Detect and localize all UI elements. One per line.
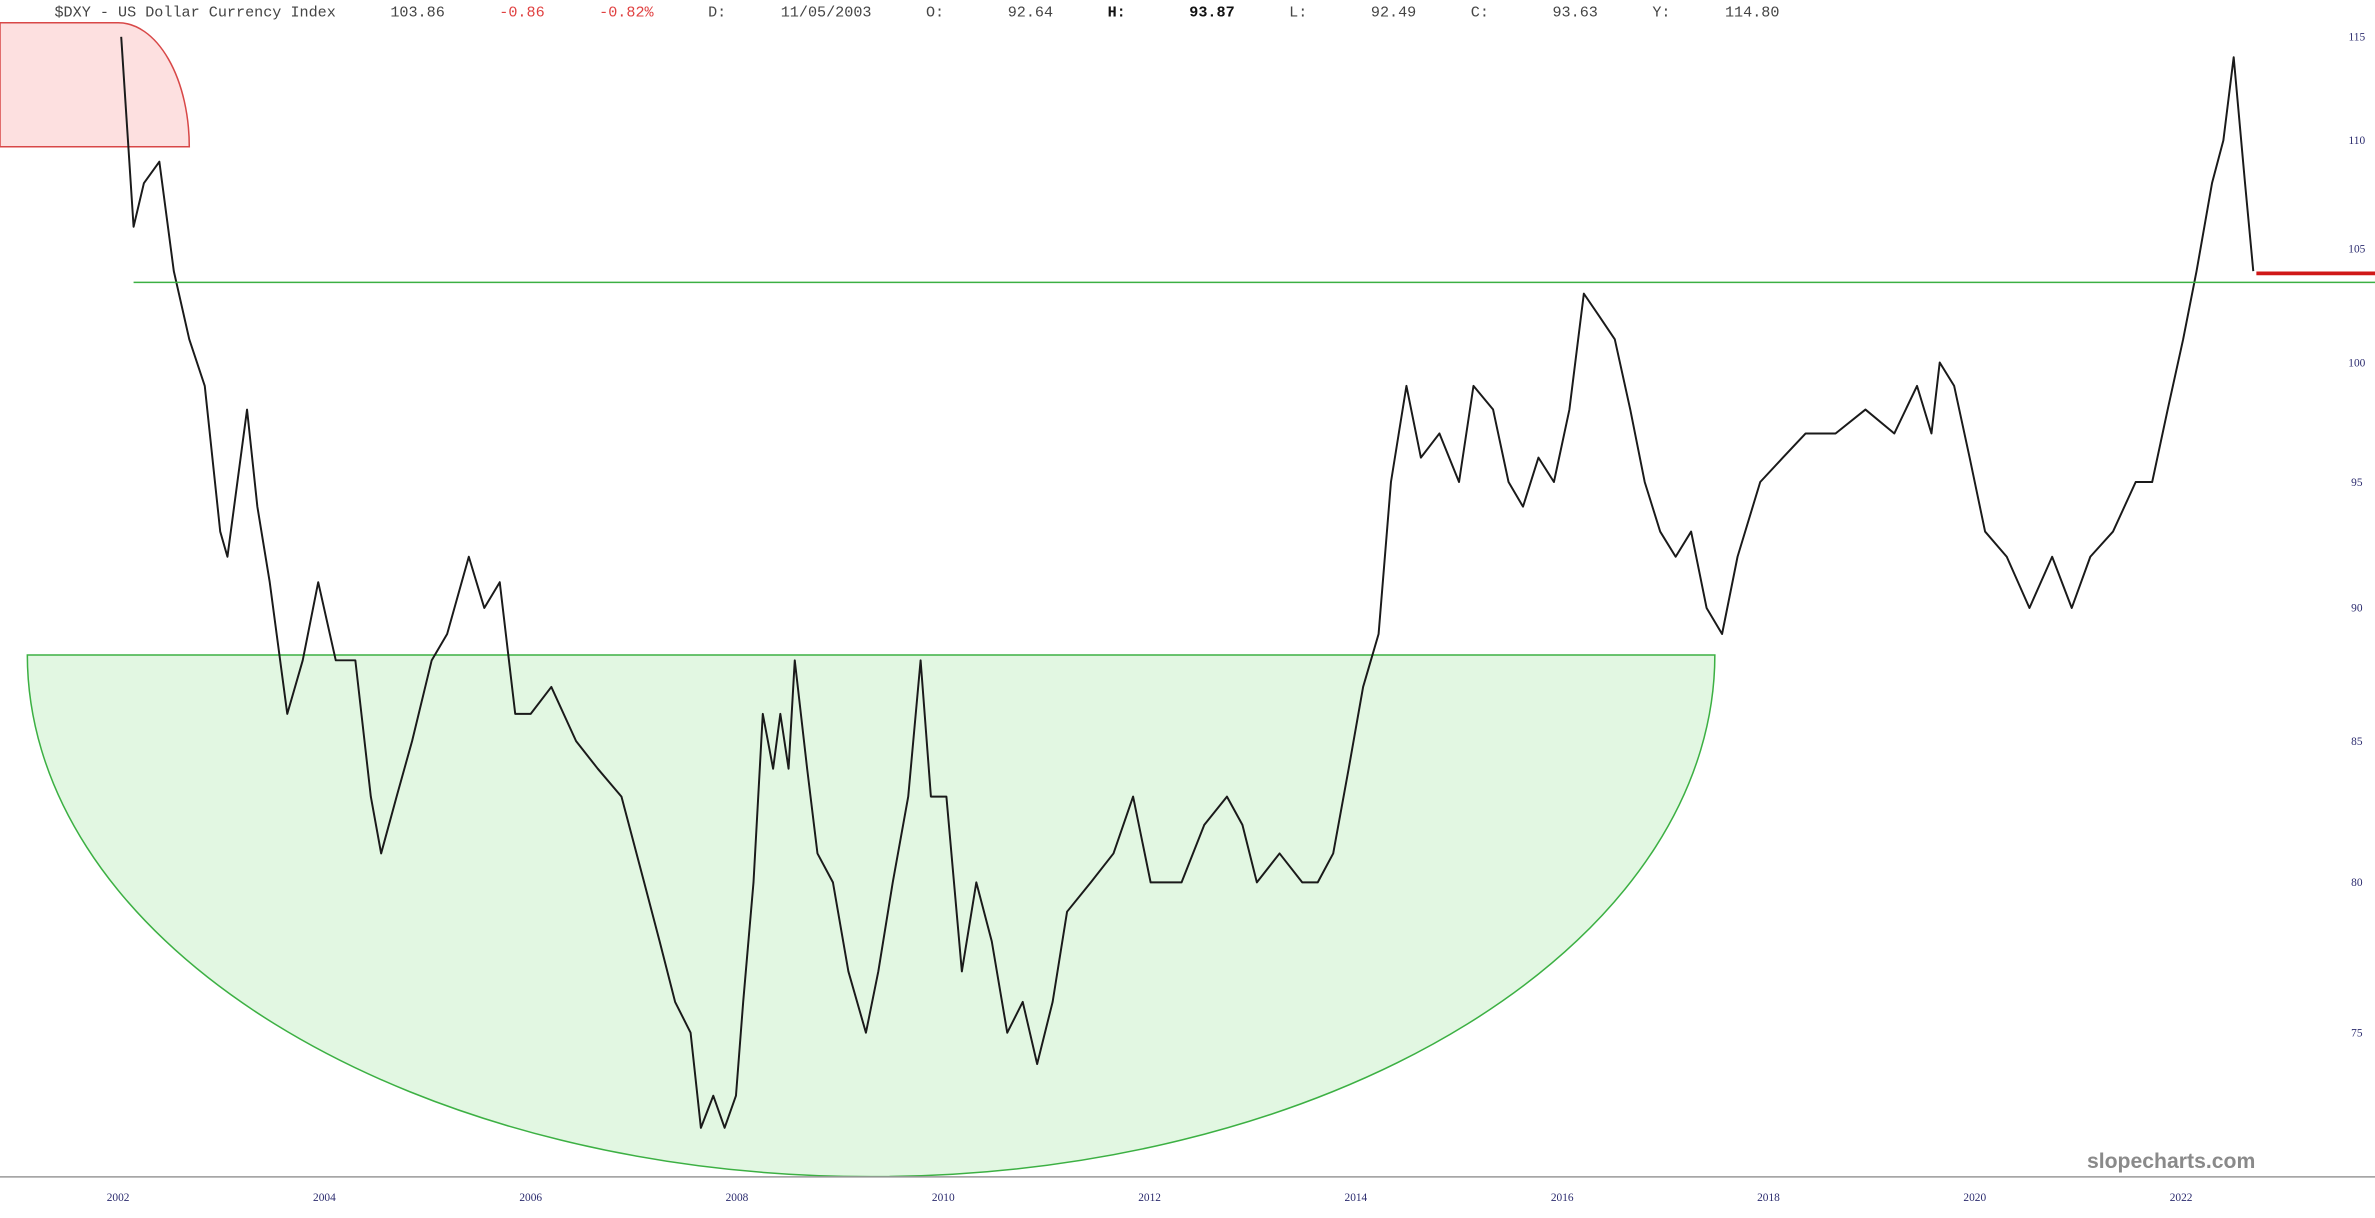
y-tick-label: 115: [2349, 32, 2366, 44]
x-tick-label: 2002: [107, 1192, 130, 1204]
symbol: $DXY - US Dollar Currency Index: [54, 4, 335, 22]
y-tick-label: 85: [2351, 736, 2363, 748]
y-tick-label: 90: [2351, 603, 2363, 615]
x-tick-label: 2006: [519, 1192, 542, 1204]
y-tick-label: 75: [2351, 1028, 2363, 1040]
header: $DXY - US Dollar Currency Index 103.86 -…: [9, 4, 1807, 22]
low-label: L:: [1289, 4, 1307, 22]
close: 93.63: [1552, 4, 1597, 22]
date: 11/05/2003: [781, 4, 872, 22]
last-price: 103.86: [390, 4, 444, 22]
change: -0.86: [499, 4, 544, 22]
high-label: H:: [1108, 4, 1126, 22]
date-label: D:: [708, 4, 726, 22]
change-pct: -0.82%: [599, 4, 654, 22]
open: 92.64: [1008, 4, 1053, 22]
high: 93.87: [1189, 4, 1234, 22]
x-tick-label: 2008: [726, 1192, 749, 1204]
x-tick-label: 2016: [1551, 1192, 1574, 1204]
x-tick-label: 2010: [932, 1192, 955, 1204]
axes: 75 80 85 90 95 100 105 110 115 2002 2004 2006 2008 20…: [107, 32, 2366, 1204]
price-line: [120, 36, 2255, 1129]
x-tick-label: 2014: [1345, 1192, 1368, 1204]
y-tick-label: 105: [2348, 244, 2365, 256]
x-tick-label: 2018: [1757, 1192, 1780, 1204]
y-tick-label: 100: [2348, 357, 2365, 369]
drawings: [0, 21, 1716, 1178]
year-label: Y:: [1652, 4, 1670, 22]
plot-area: [120, 36, 2375, 1129]
y-tick-label: 110: [2349, 135, 2366, 147]
x-tick-label: 2022: [2170, 1192, 2193, 1204]
x-tick-label: 2004: [313, 1192, 336, 1204]
year-high: 114.80: [1725, 4, 1779, 22]
y-tick-label: 80: [2351, 877, 2363, 889]
open-label: O:: [926, 4, 944, 22]
x-tick-label: 2020: [1963, 1192, 1986, 1204]
y-tick-label: 95: [2351, 477, 2363, 489]
watermark: slopecharts.com: [2087, 1150, 2255, 1173]
low: 92.49: [1371, 4, 1416, 22]
x-tick-label: 2012: [1138, 1192, 1161, 1204]
top-zone: [0, 21, 191, 148]
close-label: C:: [1471, 4, 1489, 22]
